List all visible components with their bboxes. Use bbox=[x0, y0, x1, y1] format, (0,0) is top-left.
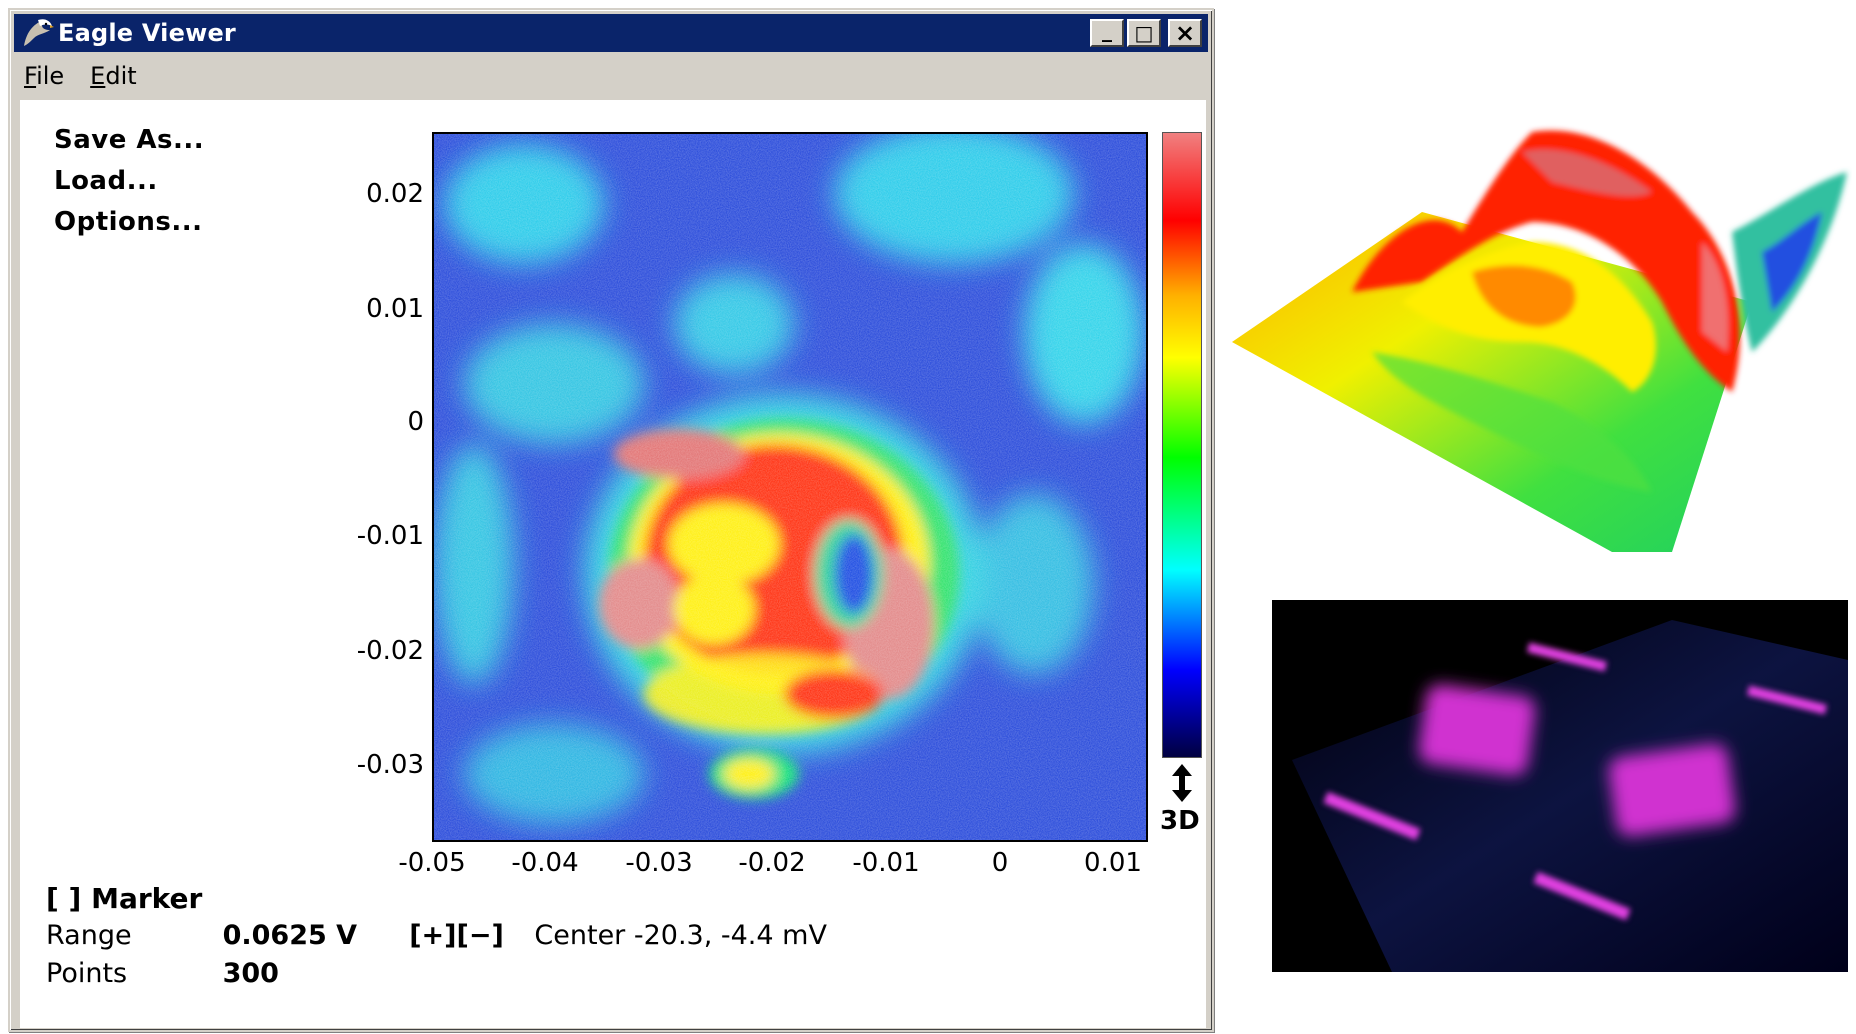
colorbar bbox=[1162, 132, 1202, 758]
window-title: Eagle Viewer bbox=[58, 19, 236, 47]
options-link[interactable]: Options... bbox=[54, 207, 203, 237]
x-tick-label: 0.01 bbox=[1084, 848, 1142, 878]
save-as-link[interactable]: Save As... bbox=[54, 125, 205, 155]
y-tick-label: -0.02 bbox=[356, 636, 424, 666]
maximize-button[interactable]: □ bbox=[1127, 19, 1161, 47]
minimize-button[interactable]: _ bbox=[1090, 18, 1124, 47]
x-tick-label: -0.03 bbox=[625, 848, 693, 878]
x-tick-label: -0.04 bbox=[511, 848, 579, 878]
points-value: 300 bbox=[222, 958, 279, 989]
heatmap-plot[interactable] bbox=[432, 132, 1148, 842]
side-menu: Save As... Load... Options... bbox=[54, 120, 204, 243]
maximize-icon: □ bbox=[1134, 21, 1154, 45]
x-tick-label: -0.01 bbox=[852, 848, 920, 878]
surface-3d-render bbox=[1232, 92, 1852, 562]
heatmap-image bbox=[434, 134, 1146, 840]
menu-bar: File Edit bbox=[14, 56, 1208, 96]
x-tick-label: 0 bbox=[991, 848, 1009, 878]
range-row: Range 0.0625 V [+][−] Center -20.3, -4.4… bbox=[46, 920, 827, 951]
range-label: Range bbox=[46, 920, 132, 951]
y-tick-label: 0 bbox=[407, 407, 424, 437]
menu-edit[interactable]: Edit bbox=[90, 62, 137, 90]
y-tick-label: -0.03 bbox=[356, 750, 424, 780]
close-button[interactable]: × bbox=[1168, 19, 1202, 47]
up-down-arrow-icon[interactable] bbox=[1164, 762, 1200, 804]
close-icon: × bbox=[1174, 19, 1196, 47]
load-link[interactable]: Load... bbox=[54, 166, 158, 196]
menu-file[interactable]: File bbox=[24, 62, 65, 90]
eagle-viewer-window: Eagle Viewer _ □ × File Edit Save As... … bbox=[8, 8, 1214, 1032]
minimize-icon: _ bbox=[1102, 18, 1112, 42]
points-row: Points 300 bbox=[46, 958, 279, 989]
x-tick-label: -0.02 bbox=[738, 848, 806, 878]
range-plus-button[interactable]: [+] bbox=[409, 920, 457, 951]
y-tick-label: 0.01 bbox=[366, 294, 424, 324]
title-bar[interactable]: Eagle Viewer _ □ × bbox=[14, 14, 1208, 52]
range-value: 0.0625 V bbox=[222, 920, 358, 951]
marker-toggle[interactable]: [ ] Marker bbox=[46, 882, 202, 915]
client-area: Save As... Load... Options... 0.02 0.01 … bbox=[20, 100, 1206, 1028]
marker-label: Marker bbox=[91, 882, 203, 915]
y-tick-label: -0.01 bbox=[356, 521, 424, 551]
3d-toggle-button[interactable]: 3D bbox=[1160, 806, 1200, 836]
range-minus-button[interactable]: [−] bbox=[456, 920, 504, 951]
center-readout: Center -20.3, -4.4 mV bbox=[534, 920, 827, 951]
fluorescence-image bbox=[1272, 600, 1848, 972]
eagle-icon bbox=[20, 16, 54, 50]
points-label: Points bbox=[46, 958, 128, 989]
y-tick-label: 0.02 bbox=[366, 179, 424, 209]
marker-checkbox[interactable]: [ ] bbox=[46, 882, 82, 915]
x-tick-label: -0.05 bbox=[398, 848, 466, 878]
